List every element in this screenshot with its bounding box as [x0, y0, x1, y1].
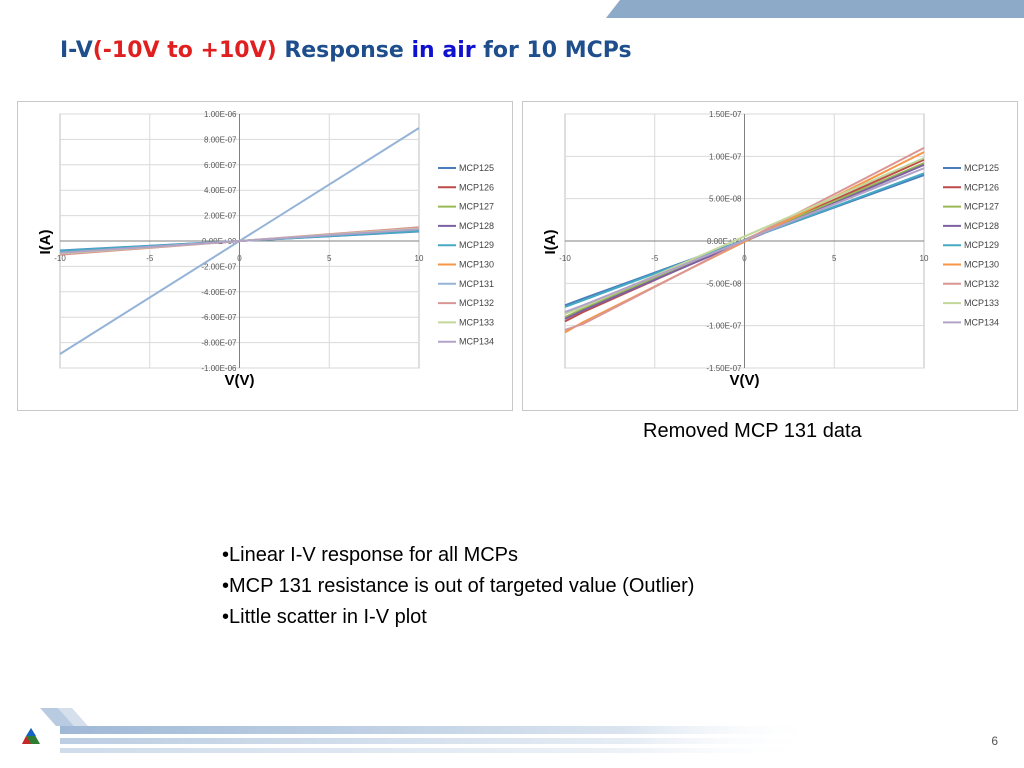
x-tick-label: -10	[54, 254, 66, 263]
y-tick-label: -6.00E-07	[201, 313, 237, 322]
y-tick-label: 6.00E-07	[204, 161, 237, 170]
legend-label: MCP126	[459, 182, 494, 192]
series-line-mcp127	[564, 162, 925, 319]
chart-panel-all-mcps: 1.00E-06 8.00E-07 6.00E-07 4.00E-07 2.00E-07…	[17, 101, 513, 411]
y-tick-label: -2.00E-07	[201, 262, 237, 271]
legend-label: MCP125	[964, 163, 999, 173]
bullet-item: •Little scatter in I-V plot	[222, 606, 427, 628]
y-tick-label: 1.50E-07	[709, 110, 742, 119]
legend-label: MCP125	[459, 163, 494, 173]
y-tick-label: -1.50E-07	[706, 364, 742, 373]
chart-panel-without-mcp131: 1.50E-07 1.00E-07 5.00E-08 0.00E+00 -5.00E-0…	[522, 101, 1018, 411]
y-tick-label: 4.00E-07	[204, 186, 237, 195]
x-axis-label: V(V)	[225, 372, 255, 389]
bullet-item: •Linear I-V response for all MCPs	[222, 544, 519, 566]
x-tick-label: 10	[920, 254, 929, 263]
series-line-mcp126	[564, 158, 925, 323]
legend-label: MCP134	[459, 337, 494, 347]
chart-all-mcps: 1.00E-06 8.00E-07 6.00E-07 4.00E-07 2.00E-07…	[37, 110, 494, 389]
y-axis-label: I(A)	[542, 230, 559, 255]
logo-icon	[22, 728, 40, 744]
x-tick-label: 5	[832, 254, 837, 263]
header-decoration-band	[606, 0, 1024, 18]
x-tick-label: -5	[146, 254, 154, 263]
x-tick-label: 10	[415, 254, 424, 263]
bullet-list: •Linear I-V response for all MCPs •MCP 1…	[222, 540, 694, 633]
y-tick-label: -1.00E-07	[706, 322, 742, 331]
title-part-range: (-10V to +10V)	[92, 38, 277, 63]
y-tick-label: 8.00E-07	[204, 135, 237, 144]
chart-without-mcp131: 1.50E-071.00E-075.00E-080.00E+00-5.00E-0…	[542, 110, 999, 389]
legend-label: MCP127	[964, 202, 999, 212]
y-tick-label: 1.00E-07	[709, 152, 742, 161]
legend-label: MCP133	[964, 298, 999, 308]
legend-label: MCP129	[964, 240, 999, 250]
title-part-count: for 10 MCPs	[475, 38, 632, 63]
series-line-mcp133	[564, 157, 925, 315]
legend-label: MCP132	[964, 279, 999, 289]
x-tick-label: 5	[327, 254, 332, 263]
series-line-mcp134	[564, 167, 925, 314]
legend-label: MCP128	[964, 221, 999, 231]
page-number: 6	[991, 734, 998, 748]
bullet-item: •MCP 131 resistance is out of targeted v…	[222, 575, 695, 597]
x-axis-label: V(V)	[730, 372, 760, 389]
y-tick-label: 5.00E-08	[709, 195, 742, 204]
chart-caption: Removed MCP 131 data	[643, 420, 862, 442]
legend-label: MCP130	[964, 260, 999, 270]
footer-decoration	[22, 708, 820, 753]
y-tick-label: -8.00E-07	[201, 339, 237, 348]
slide-title: I-V(-10V to +10V) Response in air for 10…	[60, 38, 632, 63]
legend-label: MCP132	[459, 298, 494, 308]
x-tick-label: -5	[651, 254, 659, 263]
y-tick-label: -1.00E-06	[201, 364, 237, 373]
legend-label: MCP127	[459, 202, 494, 212]
series-line-mcp134	[59, 228, 420, 254]
legend-label: MCP130	[459, 260, 494, 270]
series-line-mcp129	[564, 172, 925, 308]
y-tick-label: -4.00E-07	[201, 288, 237, 297]
legend-label: MCP133	[459, 317, 494, 327]
legend-label: MCP126	[964, 182, 999, 192]
legend-label: MCP131	[459, 279, 494, 289]
y-tick-label: 1.00E-06	[204, 110, 237, 119]
y-tick-label: -5.00E-08	[706, 279, 742, 288]
x-tick-label: -10	[559, 254, 571, 263]
y-tick-label: 2.00E-07	[204, 212, 237, 221]
y-axis-label: I(A)	[37, 230, 54, 255]
legend-label: MCP128	[459, 221, 494, 231]
title-part-iv: I-V	[60, 38, 93, 63]
title-part-medium: in air	[411, 38, 476, 63]
legend-label: MCP129	[459, 240, 494, 250]
legend-label: MCP134	[964, 317, 999, 327]
series-line-mcp130	[564, 151, 925, 334]
title-part-response: Response	[276, 38, 412, 63]
